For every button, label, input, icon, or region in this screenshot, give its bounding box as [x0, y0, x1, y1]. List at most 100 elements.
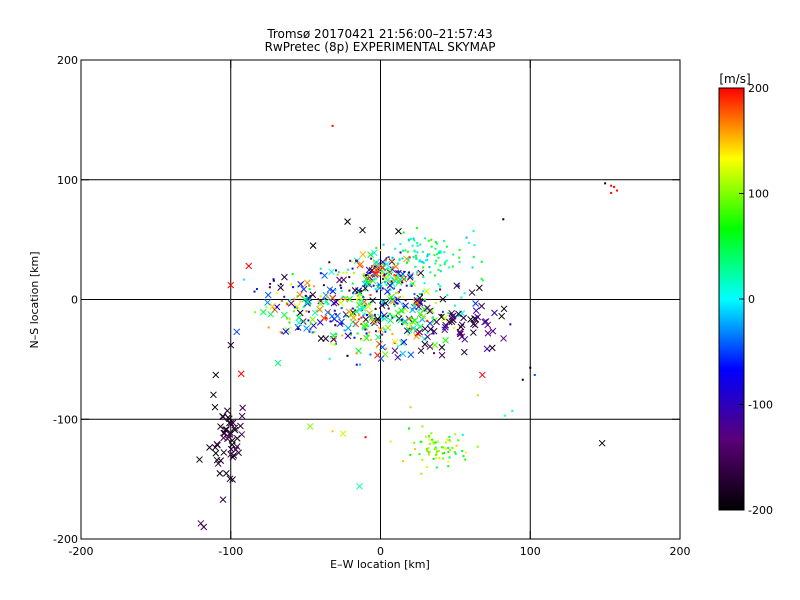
data-point-dot	[388, 312, 391, 315]
data-point-x	[264, 299, 271, 306]
data-point-x	[441, 323, 449, 331]
data-point-x	[472, 307, 480, 315]
data-point-dot	[433, 254, 436, 257]
data-point-x	[357, 260, 365, 268]
colorbar-tick-label: 0	[748, 293, 755, 306]
data-point-dot	[283, 295, 286, 298]
data-point-x	[339, 430, 347, 437]
data-point-x	[309, 291, 317, 299]
data-point-x	[448, 309, 456, 317]
data-point-dot	[346, 268, 349, 271]
data-point-x	[399, 339, 406, 347]
data-point-dot	[432, 332, 435, 335]
data-point-x	[267, 310, 275, 318]
data-point-dot	[425, 465, 428, 468]
data-point-x	[449, 316, 457, 324]
data-point-x	[438, 351, 446, 359]
data-point-dot	[441, 452, 444, 455]
data-point-dot	[319, 267, 322, 270]
data-point-dot	[308, 288, 311, 291]
data-point-x	[489, 327, 497, 335]
data-point-dot	[381, 268, 384, 271]
data-point-dot	[424, 237, 427, 240]
data-point-dot	[400, 318, 403, 321]
data-point-x	[220, 449, 228, 456]
data-point-dot	[402, 305, 405, 308]
data-point-dot	[305, 310, 308, 313]
data-point-x	[224, 435, 231, 443]
data-point-x	[428, 307, 435, 314]
data-point-dot	[379, 249, 382, 252]
data-point-dot	[409, 237, 412, 240]
data-point-dot	[381, 263, 384, 266]
data-point-dot	[333, 338, 336, 341]
data-point-x	[300, 285, 308, 293]
data-point-dot	[437, 449, 440, 452]
data-point-dot	[418, 308, 421, 311]
data-point-x	[374, 333, 382, 341]
data-point-x	[431, 341, 439, 349]
data-point-dot	[403, 270, 406, 273]
data-point-x	[332, 298, 340, 306]
data-point-dot	[361, 326, 364, 329]
data-point-x	[229, 453, 237, 461]
data-point-x	[474, 313, 481, 321]
data-point-dot	[254, 311, 257, 314]
data-point-dot	[383, 273, 386, 276]
data-point-dot	[362, 274, 365, 277]
data-point-dot	[457, 314, 460, 317]
data-point-dot	[359, 363, 362, 366]
data-point-dot	[414, 254, 417, 257]
data-point-dot	[462, 455, 465, 458]
data-point-dot	[390, 259, 393, 262]
data-point-x	[413, 296, 421, 304]
data-point-dot	[616, 189, 619, 192]
data-point-dot	[334, 343, 337, 346]
data-point-dot	[364, 328, 367, 331]
data-point-dot	[458, 248, 461, 251]
data-point-dot	[383, 274, 386, 277]
data-point-dot	[442, 240, 445, 243]
data-point-x	[295, 314, 303, 322]
data-point-dot	[604, 182, 607, 185]
data-point-x	[374, 315, 382, 323]
data-point-dot	[394, 247, 397, 250]
data-point-dot	[290, 283, 293, 286]
data-point-x	[317, 297, 325, 305]
data-point-dot	[610, 191, 613, 194]
data-point-dot	[434, 457, 437, 460]
data-point-dot	[369, 293, 372, 296]
data-point-dot	[396, 262, 399, 265]
data-point-dot	[455, 444, 458, 447]
data-point-dot	[434, 441, 437, 444]
data-point-dot	[334, 269, 337, 272]
data-point-dot	[471, 266, 474, 269]
data-point-x	[282, 328, 290, 335]
data-point-dot	[435, 289, 438, 292]
data-point-x	[457, 323, 465, 331]
data-point-dot	[433, 352, 436, 355]
data-point-x	[219, 496, 227, 503]
data-point-x	[311, 309, 319, 317]
data-point-x	[410, 324, 417, 332]
data-point-dot	[460, 296, 463, 299]
data-point-dot	[415, 256, 418, 259]
data-point-dot	[458, 261, 461, 264]
data-point-x	[416, 310, 424, 318]
x-tick-label: -200	[69, 545, 94, 558]
data-point-dot	[431, 438, 434, 441]
data-point-x	[281, 311, 288, 319]
data-point-dot	[465, 236, 468, 239]
data-point-dot	[420, 293, 423, 296]
data-point-dot	[268, 286, 271, 289]
data-point-dot	[383, 281, 386, 284]
data-point-x	[238, 412, 246, 420]
data-point-x	[212, 449, 220, 457]
data-point-dot	[331, 430, 334, 433]
data-point-x	[401, 317, 409, 325]
data-point-dot	[360, 338, 363, 341]
data-point-x	[317, 300, 325, 308]
data-point-x	[455, 310, 462, 318]
data-point-dot	[352, 292, 355, 295]
